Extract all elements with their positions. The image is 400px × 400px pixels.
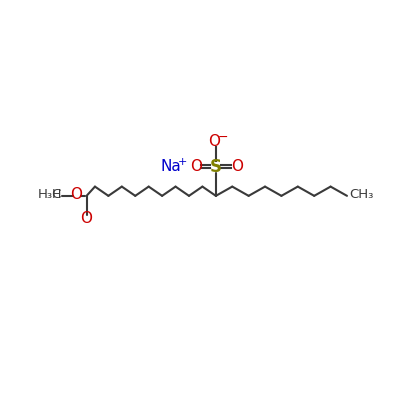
- Text: O: O: [208, 134, 220, 149]
- Text: H₃C: H₃C: [38, 188, 62, 202]
- Text: +: +: [178, 157, 187, 167]
- Text: S: S: [210, 158, 222, 176]
- Text: H: H: [52, 188, 61, 202]
- Text: Na: Na: [160, 159, 181, 174]
- Text: −: −: [218, 131, 228, 144]
- Text: O: O: [80, 212, 92, 226]
- Text: O: O: [70, 187, 82, 202]
- Text: CH₃: CH₃: [349, 188, 373, 202]
- Text: O: O: [231, 159, 243, 174]
- Text: O: O: [190, 159, 202, 174]
